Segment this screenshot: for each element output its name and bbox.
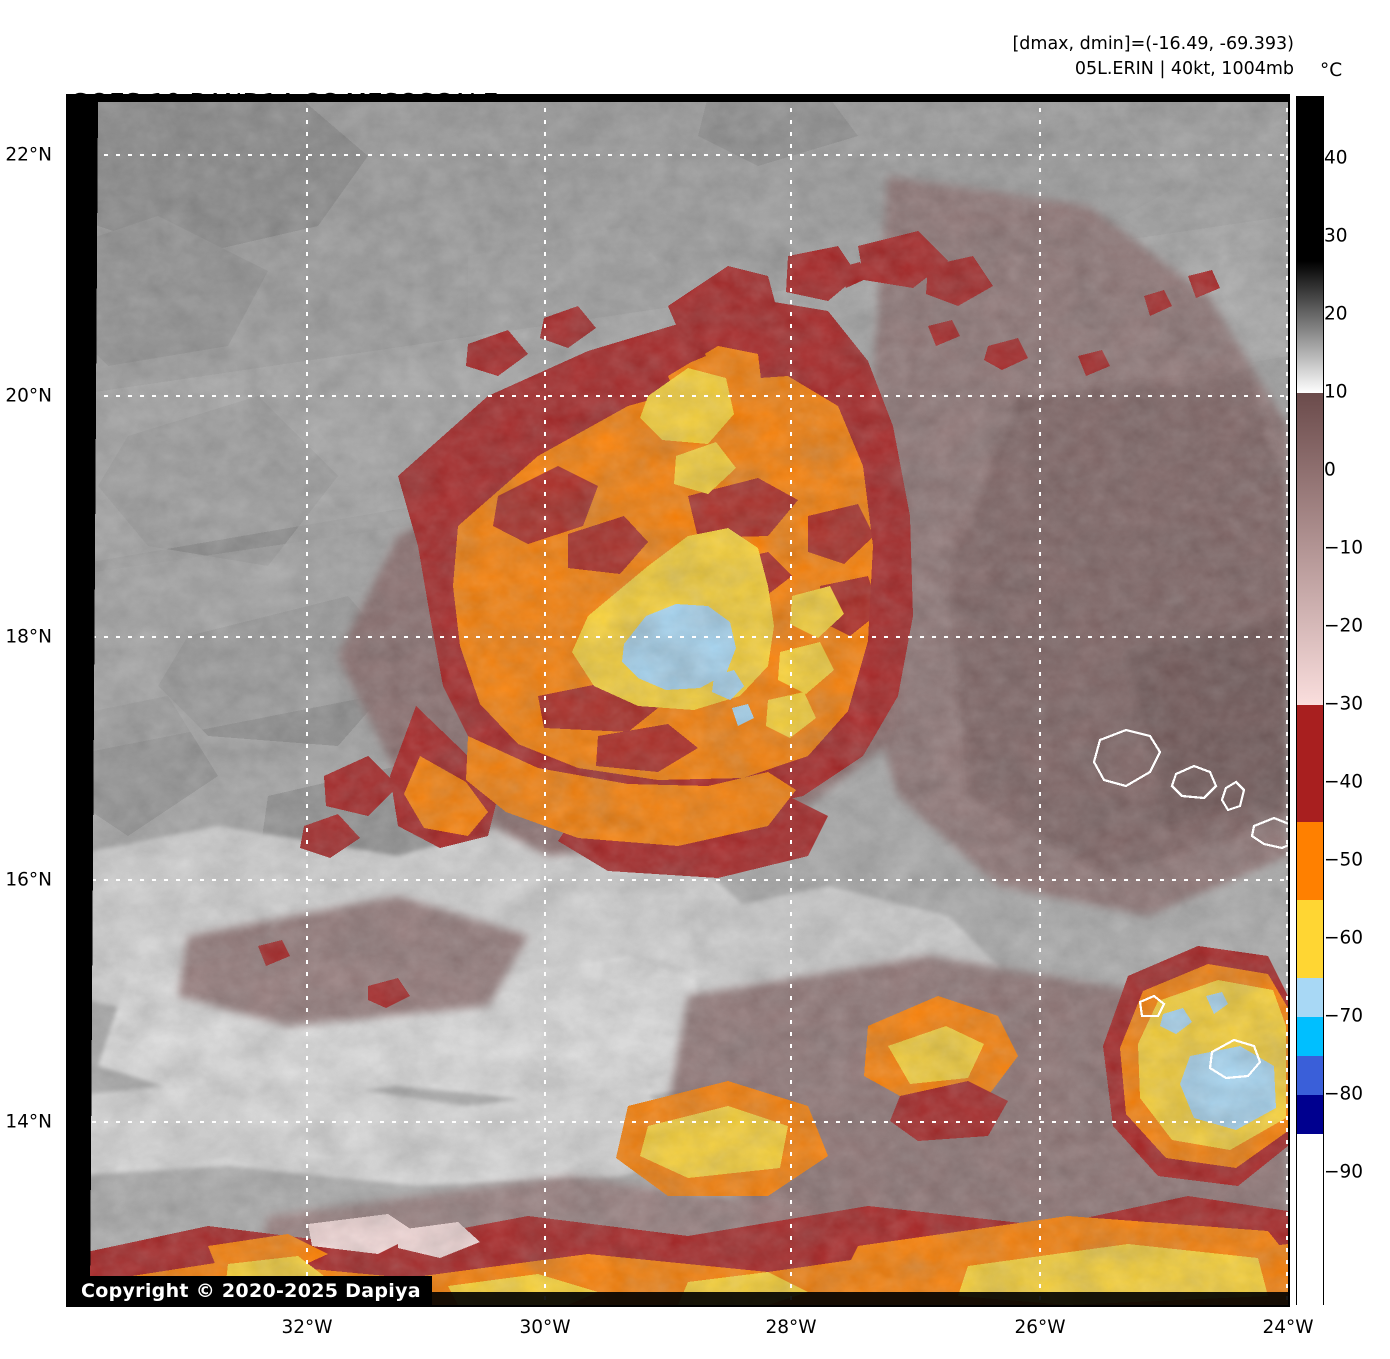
colorbar-segment-yellow xyxy=(1297,900,1323,979)
colorbar-units-label: °C xyxy=(1320,60,1343,81)
y-tick-18n: 18°N xyxy=(5,626,52,648)
colorbar-tick-20: 20 xyxy=(1324,303,1348,325)
colorbar-segment-gray-ramp xyxy=(1297,260,1323,394)
colorbar-segment-blue xyxy=(1297,1056,1323,1096)
dmax-dmin-label: [dmax, dmin]=(-16.49, -69.393) xyxy=(1012,34,1294,54)
x-tick-32w: 32°W xyxy=(281,1317,333,1338)
x-tick-28w: 28°W xyxy=(765,1317,817,1338)
x-tick-26w: 26°W xyxy=(1014,1317,1066,1338)
colorbar-tick-neg10: −10 xyxy=(1324,537,1364,559)
y-tick-20n: 20°N xyxy=(5,385,52,407)
colorbar-tick-neg20: −20 xyxy=(1324,615,1364,637)
colorbar-tick-0: 0 xyxy=(1324,459,1336,481)
colorbar-segment-white-cold xyxy=(1297,1134,1323,1306)
island-outlines xyxy=(1092,728,1288,1080)
colorbar-tick-40: 40 xyxy=(1324,147,1348,169)
colorbar xyxy=(1296,96,1324,1306)
colorbar-segment-brown-ramp xyxy=(1297,393,1323,706)
y-tick-22n: 22°N xyxy=(5,144,52,166)
colorbar-gradient xyxy=(1296,96,1324,1306)
annotation-block: [dmax, dmin]=(-16.49, -69.393) 05L.ERIN … xyxy=(1012,32,1294,82)
colorbar-tick-neg90: −90 xyxy=(1324,1161,1364,1183)
colorbar-tick-neg80: −80 xyxy=(1324,1083,1364,1105)
colorbar-tick-neg30: −30 xyxy=(1324,693,1364,715)
colorbar-segment-cyan xyxy=(1297,1017,1323,1057)
colorbar-segment-navy xyxy=(1297,1095,1323,1135)
colorbar-tick-10: 10 xyxy=(1324,381,1348,403)
colorbar-tick-neg60: −60 xyxy=(1324,927,1364,949)
storm-info-label: 05L.ERIN | 40kt, 1004mb xyxy=(1074,58,1294,79)
x-tick-24w: 24°W xyxy=(1262,1317,1314,1338)
y-tick-14n: 14°N xyxy=(5,1111,52,1133)
colorbar-segment-black-hot xyxy=(1297,97,1323,261)
y-tick-16n: 16°N xyxy=(5,869,52,891)
y-axis-labels: 22°N 20°N 18°N 16°N 14°N xyxy=(0,0,62,1359)
colorbar-tick-neg50: −50 xyxy=(1324,849,1364,871)
colorbar-segment-orange xyxy=(1297,822,1323,901)
colorbar-tick-labels: 40 30 20 10 0 −10 −20 −30 −40 −50 −60 −70 −80 −90 xyxy=(1324,0,1390,1359)
colorbar-segment-light-blue xyxy=(1297,978,1323,1018)
colorbar-tick-30: 30 xyxy=(1324,225,1348,247)
colorbar-segment-dark-red xyxy=(1297,705,1323,823)
satellite-image-panel xyxy=(68,96,1288,1305)
colorbar-tick-neg40: −40 xyxy=(1324,771,1364,793)
colorbar-tick-neg70: −70 xyxy=(1324,1005,1364,1027)
x-tick-30w: 30°W xyxy=(519,1317,571,1338)
copyright-banner: Copyright © 2020-2025 Dapiya xyxy=(70,1276,432,1307)
